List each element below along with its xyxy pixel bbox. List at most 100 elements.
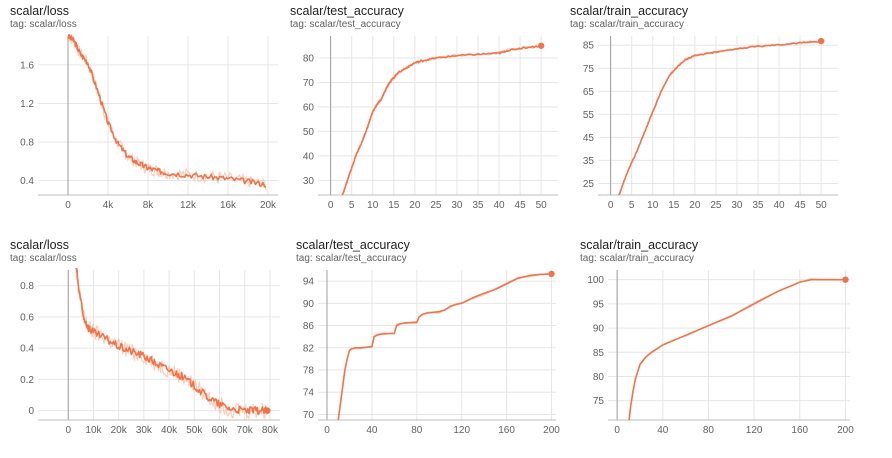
y-tick-label: 100 [587,275,604,286]
x-tick-label: 5 [349,200,355,211]
y-tick-label: 0.4 [20,176,34,187]
x-tick-label: 160 [791,425,808,436]
y-tick-label: 35 [583,156,595,167]
x-tick-label: 50k [186,425,203,436]
y-tick-label: 45 [583,133,595,144]
y-tick-label: 1.2 [20,99,34,110]
chart-title: scalar/test_accuracy [290,4,404,18]
y-tick-label: 82 [303,343,315,354]
series-end-point [842,276,849,283]
x-tick-label: 160 [498,425,515,436]
y-tick-label: 90 [593,324,605,335]
y-tick-label: 0 [28,406,34,417]
y-tick-label: 65 [583,87,595,98]
y-tick-label: 0.8 [20,281,34,292]
x-tick-label: 20k [260,200,277,211]
series-group [341,44,542,195]
x-tick-label: 80k [262,425,279,436]
chart-tag: tag: scalar/loss [10,19,77,30]
x-tick-label: 25 [710,200,722,211]
series-group [67,34,267,191]
y-tick-label: 74 [303,388,315,399]
x-tick-label: 5 [629,200,635,211]
y-tick-label: 85 [583,41,595,52]
series-group [628,277,846,420]
chart-tag: tag: scalar/loss [10,253,77,264]
y-tick-label: 75 [593,396,605,407]
x-tick-label: 70k [237,425,254,436]
chart-panel-loss-80k: scalar/loss tag: scalar/loss 0 10k 20k 30k 4… [0,234,290,458]
x-tick-label: 30 [451,200,463,211]
x-tick-label: 30 [731,200,743,211]
x-tick-label: 35 [752,200,764,211]
series-raw-line [618,40,822,195]
x-tick-label: 0 [65,200,71,211]
x-tick-label: 200 [543,425,560,436]
x-tick-label: 40 [366,425,378,436]
series-line [67,34,267,188]
x-tick-label: 20k [111,425,128,436]
x-tick-label: 80 [703,425,715,436]
series-group [75,268,268,420]
series-raw-line [337,272,552,420]
x-tick-label: 60k [211,425,228,436]
y-tick-label: 40 [303,151,315,162]
series-end-point [264,407,271,414]
y-tick-label: 50 [303,127,315,138]
x-tick-label: 4k [103,200,115,211]
line-chart: 0 5 10 15 20 25 30 35 40 45 50 30 40 50 60 70 80 [303,36,558,211]
chart-title: scalar/loss [10,238,70,252]
x-tick-label: 40 [493,200,505,211]
y-tick-label: 30 [303,176,315,187]
y-tick-label: 75 [583,64,595,75]
x-tick-label: 80 [411,425,423,436]
x-tick-label: 30k [136,425,153,436]
y-tick-label: 70 [303,78,315,89]
y-tick-label: 86 [303,321,315,332]
x-tick-label: 40 [657,425,669,436]
y-tick-label: 85 [593,348,605,359]
x-tick-label: 15 [668,200,680,211]
x-tick-label: 0 [65,425,71,436]
series-raw-line [75,268,268,420]
x-tick-label: 16k [220,200,237,211]
x-tick-label: 10 [367,200,379,211]
y-tick-label: 94 [303,277,315,288]
y-tick-label: 0.8 [20,138,34,149]
x-tick-label: 50 [816,200,828,211]
x-tick-label: 0 [614,425,620,436]
x-tick-label: 20 [409,200,421,211]
line-chart: 0 10k 20k 30k 40k 50k 60k 70k 80k 0 0.2 0.4 0.6 0.8 [20,268,280,436]
x-tick-label: 8k [143,200,155,211]
y-tick-label: 95 [593,299,605,310]
chart-panel-test-accuracy-50: scalar/test_accuracy tag: scalar/test_ac… [280,0,570,224]
x-tick-label: 0 [324,425,330,436]
series-raw-line [67,34,267,191]
x-tick-label: 15 [388,200,400,211]
x-tick-label: 50 [536,200,548,211]
x-tick-label: 40 [773,200,785,211]
x-tick-label: 200 [837,425,854,436]
series-group [618,40,822,195]
y-tick-label: 60 [303,102,315,113]
x-tick-label: 120 [746,425,763,436]
series-line [337,273,552,420]
chart-panel-train-accuracy-50: scalar/train_accuracy tag: scalar/train_… [560,0,850,224]
line-chart: 0 4k 8k 12k 16k 20k 0.4 0.8 1.2 1.6 [20,34,278,211]
series-raw-line [341,44,542,195]
line-chart: 0 40 80 120 160 200 75 80 85 90 95 100 [587,270,854,436]
x-tick-label: 25 [430,200,442,211]
series-line [628,278,846,420]
x-tick-label: 45 [795,200,807,211]
chart-title: scalar/train_accuracy [570,4,689,18]
series-raw-line [628,277,846,420]
series-end-point [817,37,825,45]
chart-title: scalar/loss [10,4,70,18]
chart-panel-test-accuracy-200: scalar/test_accuracy tag: scalar/test_ac… [286,234,576,458]
y-tick-label: 0.4 [20,344,34,355]
chart-title: scalar/test_accuracy [296,238,410,252]
y-tick-label: 78 [303,366,315,377]
chart-tag: tag: scalar/test_accuracy [296,253,407,264]
series-group [337,272,552,420]
y-tick-label: 25 [583,179,595,190]
